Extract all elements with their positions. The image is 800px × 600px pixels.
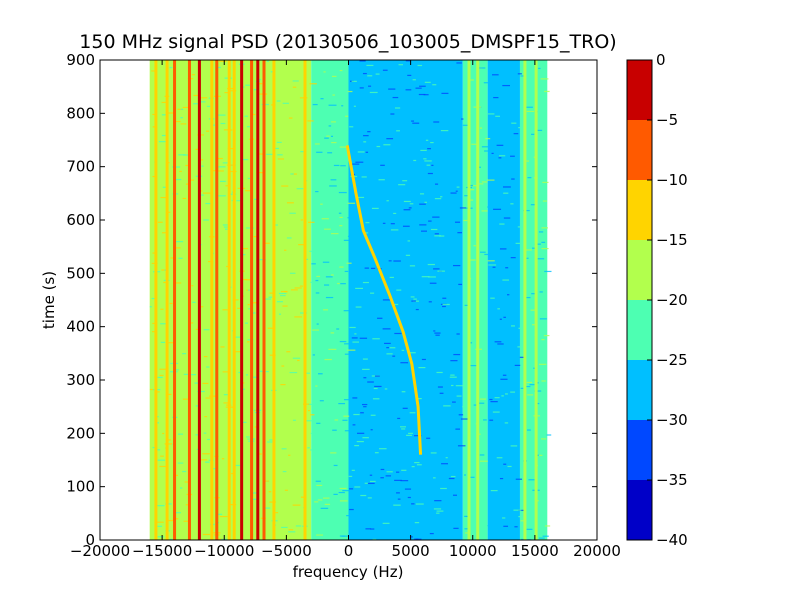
y-axis-label: time (s) xyxy=(40,271,58,329)
colorbar-segment xyxy=(627,180,652,240)
signal-line-16 xyxy=(476,60,480,540)
y-tick-label: 800 xyxy=(66,104,95,122)
signal-line-9 xyxy=(240,60,244,540)
colorbar-tick-label: −15 xyxy=(656,231,688,249)
colorbar-segment xyxy=(627,120,652,180)
y-tick-label: 500 xyxy=(66,264,95,282)
signal-line-0 xyxy=(154,60,158,540)
x-tick-label: 0 xyxy=(344,542,354,560)
colorbar-segment xyxy=(627,360,652,420)
y-tick-label: 400 xyxy=(66,318,95,336)
colorbar-tick-label: −30 xyxy=(656,411,688,429)
colorbar-tick-label: −10 xyxy=(656,171,688,189)
signal-line-7 xyxy=(227,60,231,540)
band-2 xyxy=(348,60,463,540)
y-tick-label: 200 xyxy=(66,424,95,442)
signal-line-17 xyxy=(523,60,527,540)
colorbar-tick-label: −5 xyxy=(656,111,678,129)
signal-line-13 xyxy=(272,60,276,540)
band-1 xyxy=(311,60,349,540)
signal-line-6 xyxy=(215,60,219,540)
x-tick-label: −15000 xyxy=(132,542,192,560)
y-tick-label: 600 xyxy=(66,211,95,229)
colorbar-segment xyxy=(627,300,652,360)
signal-line-3 xyxy=(187,60,191,540)
chart-title: 150 MHz signal PSD (20130506_103005_DMSP… xyxy=(79,31,616,53)
x-axis: −20000 −15000 −10000 −5000 0 5000 10000 15000 20… xyxy=(70,60,621,560)
x-tick-label: −10000 xyxy=(194,542,254,560)
x-axis-label: frequency (Hz) xyxy=(293,563,404,581)
y-axis: 0 100 200 300 400 500 600 700 800 900 xyxy=(66,51,597,549)
y-tick-label: 900 xyxy=(66,51,95,69)
y-tick-label: 100 xyxy=(66,478,95,496)
x-tick-label: 20000 xyxy=(573,542,621,560)
colorbar-tick-label: −20 xyxy=(656,291,688,309)
y-tick-label: 700 xyxy=(66,158,95,176)
y-tick-label: 0 xyxy=(85,531,95,549)
x-tick-label: −20000 xyxy=(70,542,130,560)
signal-line-11 xyxy=(256,60,260,540)
colorbar-ticks: −40 −35 −30 −25 −20 −15 −10 −5 0 xyxy=(647,51,688,549)
x-tick-label: 10000 xyxy=(449,542,497,560)
heatmap-area xyxy=(149,60,552,540)
colorbar-segment xyxy=(627,240,652,300)
signal-line-14 xyxy=(303,60,307,540)
colorbar-segment xyxy=(627,480,652,540)
colorbar xyxy=(627,60,652,540)
signal-line-15 xyxy=(467,60,471,540)
signal-line-2 xyxy=(173,60,177,540)
colorbar-tick-label: −40 xyxy=(656,531,688,549)
band-3 xyxy=(462,60,488,540)
doppler-trace xyxy=(345,145,423,455)
signal-line-10 xyxy=(250,60,254,540)
x-tick-label: 5000 xyxy=(392,542,430,560)
colorbar-segment xyxy=(627,420,652,480)
signal-line-18 xyxy=(534,60,538,540)
colorbar-tick-label: −25 xyxy=(656,351,688,369)
signal-line-5 xyxy=(210,60,214,540)
signal-line-12 xyxy=(262,60,266,540)
signal-line-4 xyxy=(197,60,201,540)
colorbar-tick-label: −35 xyxy=(656,471,688,489)
x-tick-label: 15000 xyxy=(511,542,559,560)
y-tick-label: 300 xyxy=(66,371,95,389)
colorbar-segment xyxy=(627,60,652,120)
signal-line-1 xyxy=(165,60,169,540)
band-4 xyxy=(487,60,520,540)
signal-line-8 xyxy=(232,60,236,540)
x-tick-label: −5000 xyxy=(261,542,312,560)
colorbar-tick-label: 0 xyxy=(656,51,666,69)
